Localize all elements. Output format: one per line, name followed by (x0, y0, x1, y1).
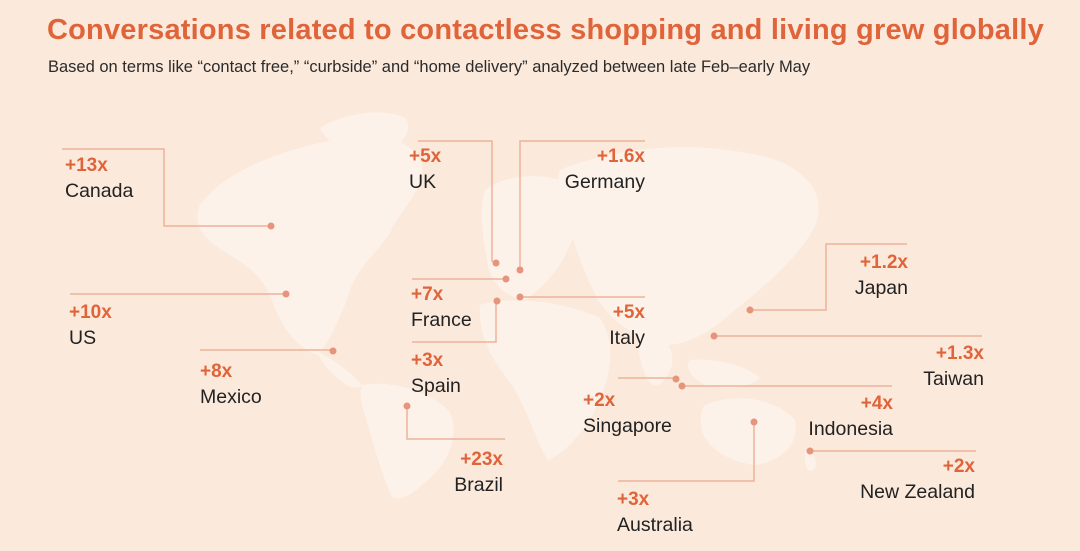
growth-value: +3x (411, 350, 444, 371)
dot-uk (492, 259, 500, 267)
label-singapore: +2x Singapore (583, 389, 672, 439)
dot-indonesia (678, 382, 686, 390)
growth-value: +4x (860, 393, 893, 414)
country-name: Brazil (454, 474, 503, 496)
label-canada: +13x Canada (65, 154, 133, 204)
country-name: Canada (65, 180, 134, 202)
dot-germany (516, 266, 524, 274)
growth-value: +8x (200, 361, 233, 382)
page-title: Conversations related to contactless sho… (47, 14, 1044, 46)
land-southeast-asia (687, 359, 760, 388)
land-central-america (318, 352, 362, 388)
label-new-zealand: +2x New Zealand (860, 455, 975, 505)
country-name: Taiwan (923, 368, 984, 390)
dot-japan (746, 306, 754, 314)
country-name: Spain (411, 375, 461, 397)
dot-singapore (672, 375, 680, 383)
dot-canada (267, 222, 275, 230)
land-asia (558, 147, 819, 345)
country-name: Australia (617, 514, 693, 536)
label-spain: +3x Spain (411, 349, 461, 399)
dot-france (502, 275, 510, 283)
land-africa (479, 300, 611, 460)
leader-line-brazil (406, 406, 505, 440)
country-name: Germany (564, 171, 645, 193)
growth-value: +1.2x (859, 252, 908, 273)
land-masses (197, 112, 819, 499)
label-uk: +5x UK (409, 145, 441, 195)
location-dots (267, 222, 814, 455)
country-name: Italy (609, 327, 645, 349)
growth-value: +2x (583, 390, 616, 411)
growth-value: +1.6x (596, 146, 645, 167)
leader-line-canada (62, 148, 271, 227)
dot-taiwan (710, 332, 718, 340)
dot-italy (516, 293, 524, 301)
label-australia: +3x Australia (617, 488, 693, 538)
country-name: Japan (854, 277, 908, 299)
growth-value: +5x (409, 146, 442, 167)
leader-line-germany (519, 140, 645, 270)
land-south-america (360, 383, 454, 499)
land-australia (700, 398, 796, 465)
land-india (638, 330, 673, 385)
land-north-america (197, 136, 423, 355)
dot-australia (750, 418, 758, 426)
label-us: +10x US (69, 301, 112, 351)
growth-value: +13x (65, 155, 108, 176)
leader-line-australia (618, 422, 755, 482)
leader-line-uk (418, 140, 493, 262)
label-mexico: +8x Mexico (200, 360, 262, 410)
country-name: Indonesia (808, 418, 893, 440)
growth-value: +23x (460, 449, 503, 470)
growth-value: +7x (411, 284, 444, 305)
country-name: France (411, 309, 472, 331)
dot-new-zealand (806, 447, 814, 455)
label-france: +7x France (411, 283, 472, 333)
leader-line-japan (750, 243, 907, 311)
dot-us (282, 290, 290, 298)
land-new-zealand (804, 451, 816, 472)
land-greenland (320, 112, 409, 157)
label-japan: +1.2x Japan (855, 251, 908, 301)
country-name: US (69, 327, 97, 349)
dot-spain (493, 297, 501, 305)
growth-value: +1.3x (935, 343, 984, 364)
label-indonesia: +4x Indonesia (808, 392, 893, 442)
growth-value: +3x (617, 489, 650, 510)
label-italy: +5x Italy (609, 301, 645, 351)
country-name: Singapore (583, 415, 672, 437)
label-brazil: +23x Brazil (454, 448, 503, 498)
country-name: UK (409, 171, 437, 193)
dot-brazil (403, 402, 411, 410)
leader-lines (62, 140, 982, 482)
leader-line-france-b (412, 302, 497, 343)
growth-value: +2x (942, 456, 975, 477)
country-name: New Zealand (860, 481, 975, 503)
dot-mexico (329, 347, 337, 355)
growth-value: +10x (69, 302, 112, 323)
land-europe (481, 176, 579, 300)
country-name: Mexico (200, 386, 262, 408)
label-taiwan: +1.3x Taiwan (923, 342, 984, 392)
page-subtitle: Based on terms like “contact free,” “cur… (48, 58, 811, 76)
label-germany: +1.6x Germany (565, 145, 645, 195)
growth-value: +5x (612, 302, 645, 323)
